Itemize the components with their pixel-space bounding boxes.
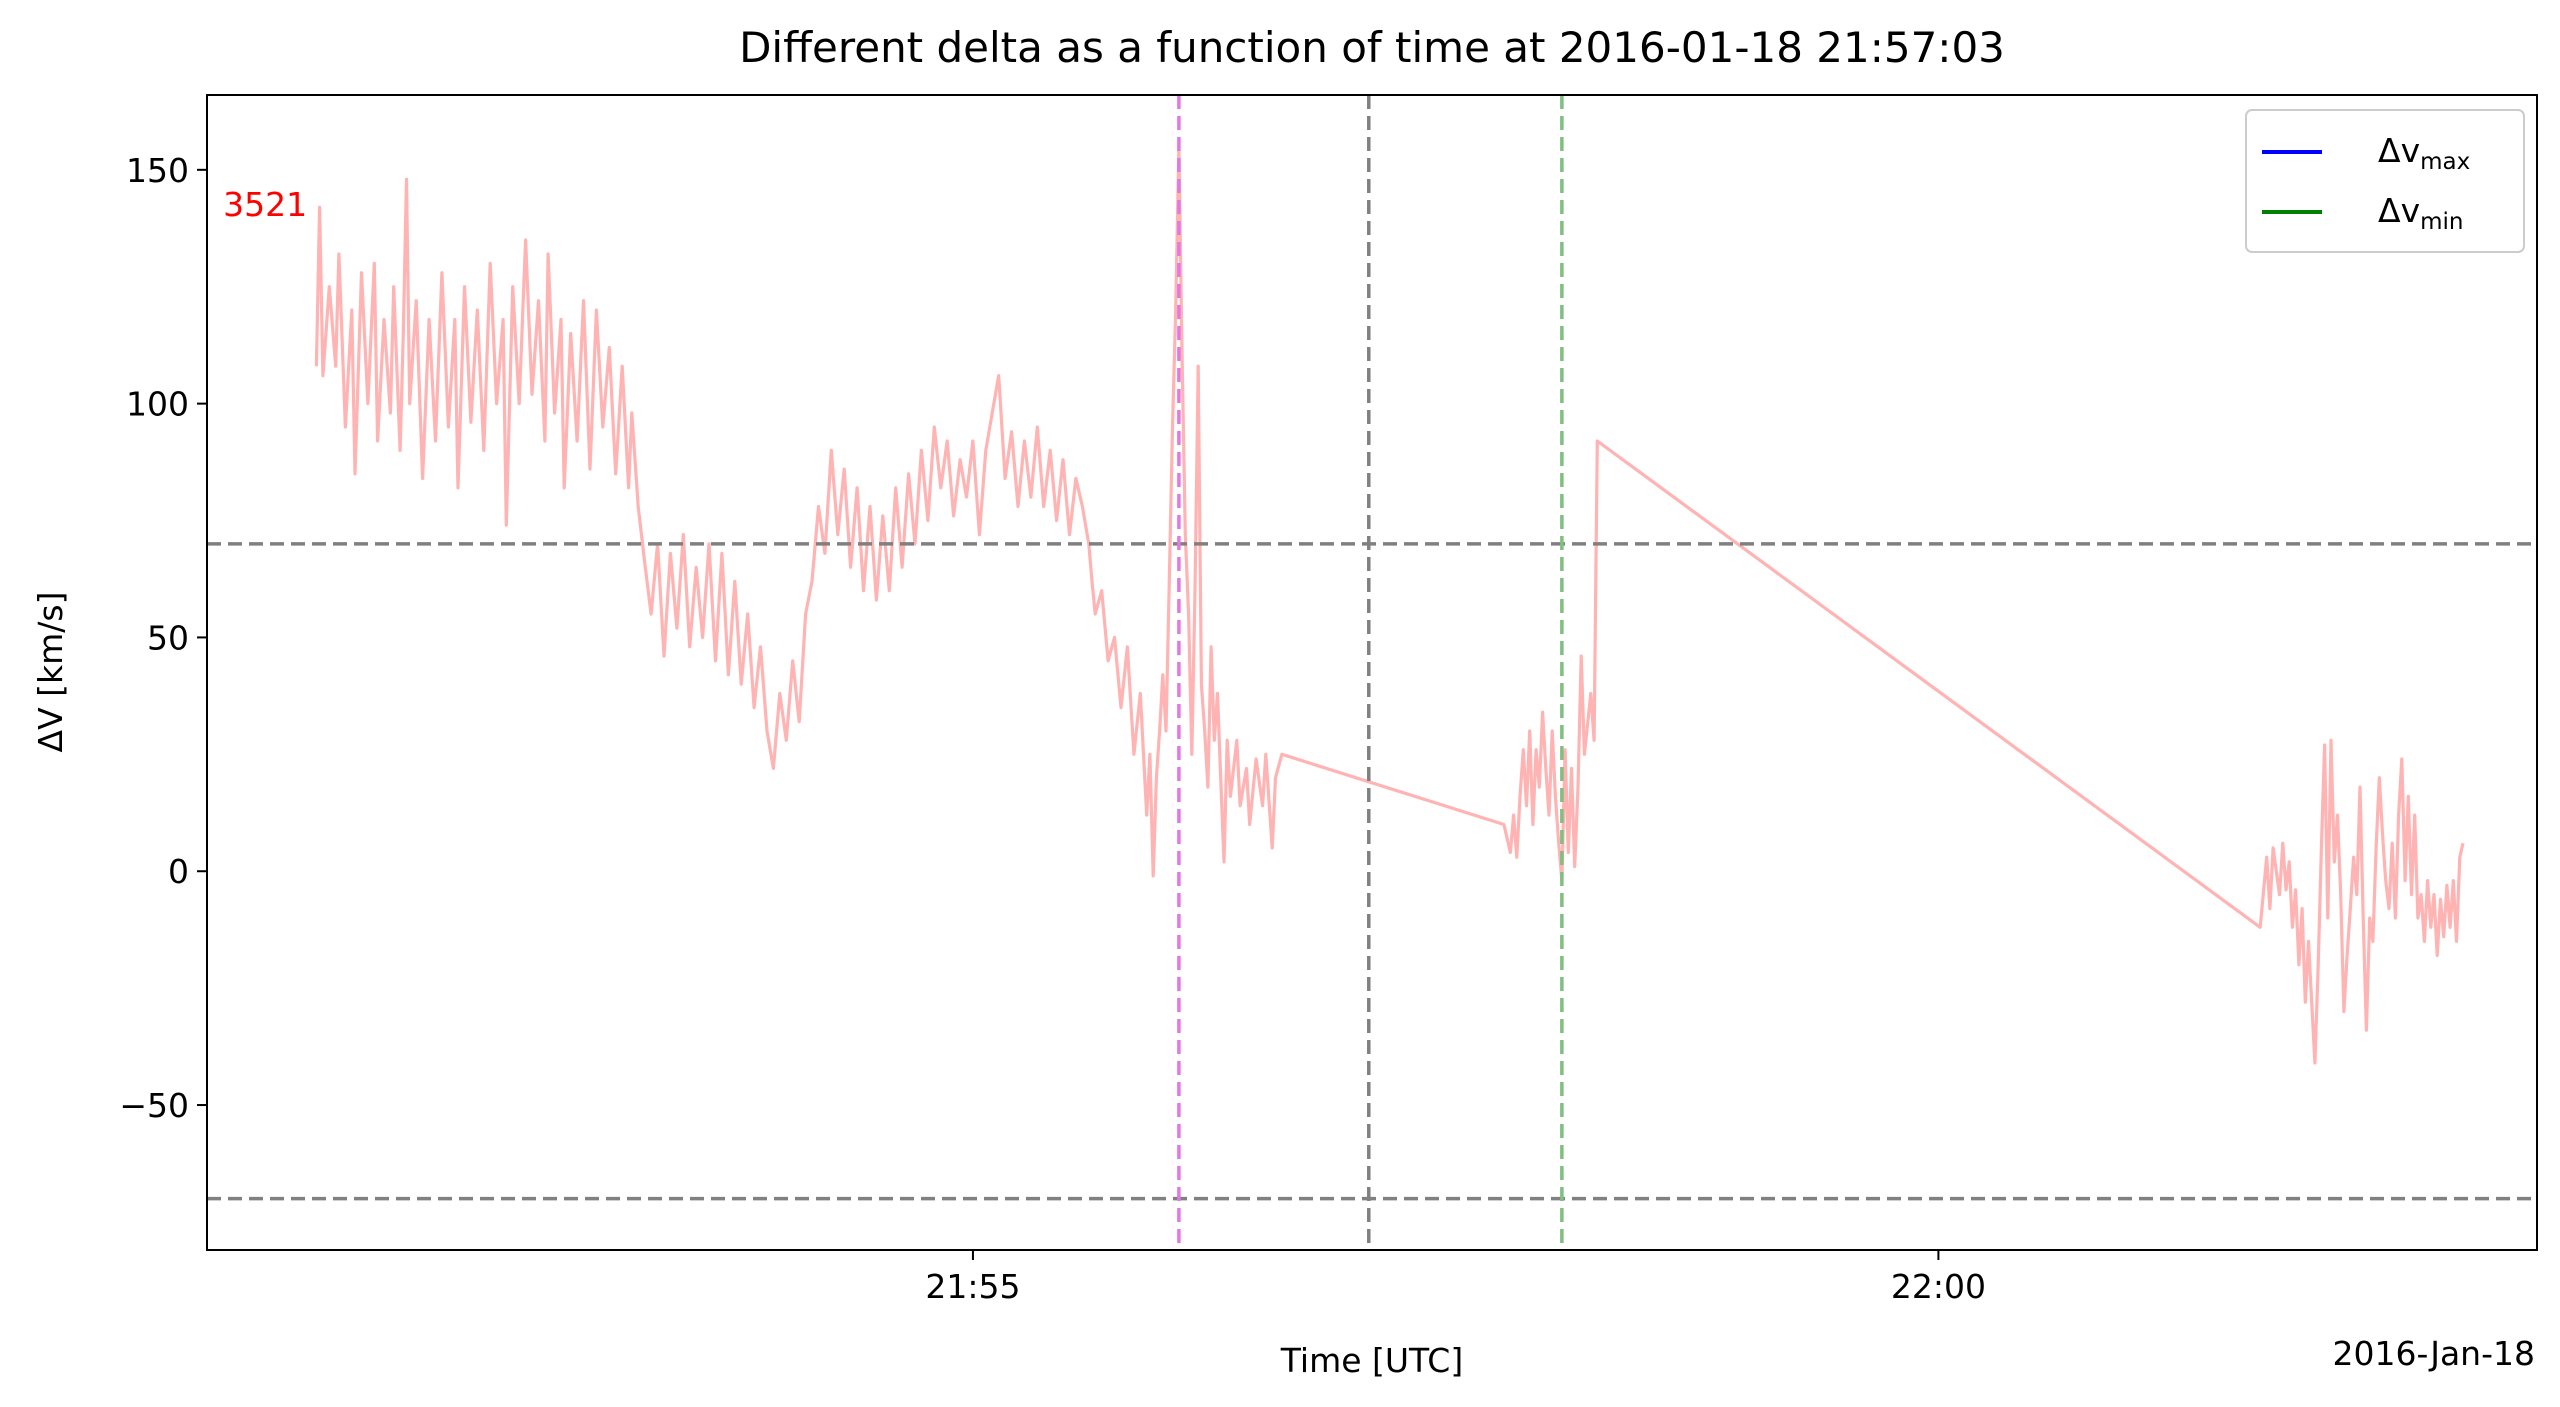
plot-inner <box>207 95 2537 1250</box>
series-line-0 <box>314 144 2465 1065</box>
y-tick-label-1: 100 <box>126 385 189 424</box>
legend-label-dv-max: Δvmax <box>2378 131 2470 175</box>
y-axis: 150 100 50 0 −50 <box>119 151 207 1125</box>
y-tick-label-2: 50 <box>147 618 189 657</box>
plot-area: 3521 <box>207 95 2537 1250</box>
y-axis-label: ΔV [km/s] <box>31 592 70 753</box>
legend: Δvmax Δvmin <box>2245 109 2525 253</box>
x-tick-label-0: 21:55 <box>925 1267 1020 1306</box>
y-tick-label-0: 150 <box>126 151 189 190</box>
x-axis: 21:55 22:00 <box>925 1250 1986 1306</box>
legend-box <box>2245 109 2525 253</box>
chart-title: Different delta as a function of time at… <box>739 23 2005 72</box>
x-axis-offset-label: 2016-Jan-18 <box>2333 1334 2536 1373</box>
y-tick-label-3: 0 <box>168 852 189 891</box>
x-axis-label: Time [UTC] <box>1280 1341 1463 1380</box>
legend-label-dv-min: Δvmin <box>2378 191 2463 235</box>
annotation-label: 3521 <box>223 185 307 224</box>
y-tick-label-4: −50 <box>119 1086 189 1125</box>
x-tick-label-1: 22:00 <box>1891 1267 1986 1306</box>
plot-frame <box>206 94 2538 1251</box>
